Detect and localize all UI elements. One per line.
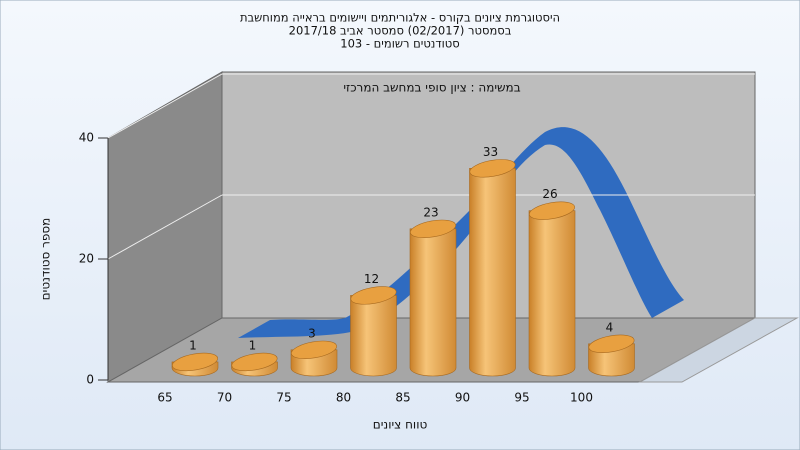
value-label: 3 [308, 326, 316, 340]
bar-part [469, 168, 516, 377]
title-line: היסטוגרמת ציונים בקורס - אלגוריתמים וייש… [240, 11, 560, 25]
bar [231, 352, 278, 377]
y-tick-label: 20 [79, 252, 94, 266]
bar-part [291, 340, 337, 359]
value-label: 23 [423, 205, 438, 219]
title-block: היסטוגרמת ציונים בקורס - אלגוריתמים וייש… [240, 11, 560, 51]
grid-line [107, 73, 223, 139]
title-line: סטודנטים רשומים - 103 [340, 37, 459, 51]
value-label: 1 [189, 338, 197, 352]
bar [528, 201, 576, 377]
x-tick-label: 100 [570, 391, 593, 405]
bar-part [409, 228, 457, 377]
value-label: 33 [483, 145, 498, 159]
bar-part [529, 201, 575, 220]
bar [171, 352, 219, 377]
y-tick-label: 0 [86, 373, 94, 387]
value-label: 26 [542, 187, 557, 201]
x-tick-label: 90 [455, 391, 470, 405]
bar [350, 286, 397, 377]
value-label: 4 [606, 320, 614, 334]
bar-part [350, 286, 397, 305]
bar-part [588, 334, 635, 353]
value-label: 12 [364, 272, 379, 286]
bar-part [350, 295, 397, 377]
bar [290, 340, 338, 377]
subtitle: במשימה : ציון סופי במחשב המרכזי [343, 81, 520, 95]
bar-part [172, 352, 218, 372]
title-line: בסמסטר (02/2017) סמסטר אביב 2017/18 [289, 24, 512, 38]
right-ledge [638, 317, 799, 383]
bar-part [528, 210, 576, 377]
x-axis-label: טווח ציונים [373, 418, 428, 432]
x-tick-label: 70 [217, 391, 232, 405]
bar-part [410, 219, 456, 238]
bar-part [469, 159, 516, 178]
x-tick-label: 95 [514, 391, 529, 405]
x-tick-label: 80 [336, 391, 351, 405]
bar [409, 219, 457, 377]
y-axis-label: מספר סטודנטים [39, 218, 53, 301]
y-tick-label: 40 [79, 131, 94, 145]
bar [588, 334, 635, 377]
x-tick-label: 65 [157, 391, 172, 405]
x-tick-label: 85 [395, 391, 410, 405]
x-tick-label: 75 [276, 391, 291, 405]
bar [469, 159, 516, 377]
distribution-curve [238, 127, 684, 339]
bar-part [231, 352, 278, 372]
grid-line [107, 194, 223, 260]
value-label: 1 [249, 338, 257, 352]
